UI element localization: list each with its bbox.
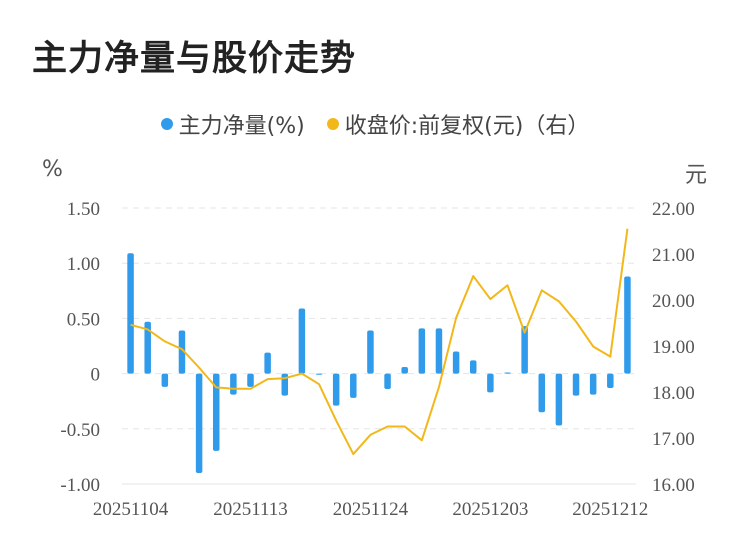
net-volume-bar: [607, 373, 614, 388]
y-right-tick-label: 17.00: [652, 429, 695, 450]
y-left-tick-label: 1.00: [67, 254, 100, 275]
bars-layer: [127, 253, 631, 473]
net-volume-bar: [521, 326, 528, 374]
net-volume-bar: [350, 373, 357, 398]
y-right-tick-label: 16.00: [652, 475, 695, 496]
legend-item-net-volume[interactable]: 主力净量(%): [160, 108, 305, 140]
y-right-tick-label: 22.00: [652, 199, 695, 220]
net-volume-bar: [435, 328, 443, 374]
legend-label-net-volume: 主力净量(%): [178, 114, 305, 139]
chart-legend: 主力净量(%) 收盘价:前复权(元)（右）: [0, 108, 750, 140]
legend-dot-line-icon: [326, 118, 339, 130]
net-volume-bar: [624, 276, 631, 374]
net-volume-bar: [469, 360, 477, 374]
x-tick-label: 20251124: [333, 499, 409, 520]
close-price-line: [130, 228, 629, 456]
x-tick-label: 20251113: [213, 499, 288, 520]
net-volume-bar: [555, 373, 563, 426]
net-volume-bar: [401, 366, 408, 374]
x-tick-label: 20251203: [452, 499, 528, 520]
right-axis-unit: 元: [685, 163, 708, 188]
net-volume-bar: [161, 373, 169, 387]
y-right-tick-label: 21.00: [652, 245, 695, 266]
net-volume-bar: [367, 330, 374, 374]
y-right-tick-label: 20.00: [652, 291, 695, 312]
net-volume-bar: [178, 330, 186, 374]
net-volume-bar: [247, 373, 254, 387]
net-volume-bar: [589, 373, 597, 395]
net-volume-bar: [384, 373, 391, 390]
y-left-tick-label: 0.50: [67, 309, 100, 330]
net-volume-bar: [315, 373, 323, 375]
net-volume-bar: [212, 373, 220, 451]
net-volume-bar: [298, 308, 306, 374]
net-volume-bar: [504, 372, 511, 374]
net-volume-bar: [230, 373, 237, 395]
net-volume-bar: [127, 253, 134, 374]
y-left-tick-label: -0.50: [60, 420, 100, 441]
y-left-tick-label: -1.00: [60, 475, 100, 496]
y-right-tick-label: 18.00: [652, 383, 695, 404]
grid-layer: [122, 207, 636, 485]
y-left-tick-label: 1.50: [67, 199, 100, 220]
y-right-tick-label: 19.00: [652, 337, 695, 358]
net-volume-bar: [572, 373, 580, 396]
net-volume-bar: [264, 352, 271, 374]
y-left-tick-label: 0: [91, 365, 101, 386]
axis-layer: 1.50 1.00 0.50 0 -0.50 -1.00 22.00 21.00 20.00 19…: [60, 199, 694, 520]
net-volume-bar: [538, 373, 546, 413]
net-volume-bar: [487, 373, 494, 393]
x-tick-label: 20251104: [93, 499, 169, 520]
net-volume-bar: [144, 321, 151, 374]
legend-label-close-price: 收盘价:前复权(元)（右）: [344, 114, 590, 139]
page-title: 主力净量与股价走势: [32, 39, 357, 79]
left-axis-unit: %: [42, 157, 63, 182]
line-layer: [130, 228, 629, 456]
net-volume-bar: [332, 373, 340, 406]
legend-dot-bar-icon: [160, 118, 173, 130]
legend-item-close-price[interactable]: 收盘价:前复权(元)（右）: [326, 108, 590, 140]
net-volume-bar: [418, 328, 426, 374]
x-tick-label: 20251212: [572, 499, 648, 520]
net-volume-bar: [195, 373, 203, 473]
net-volume-bar: [452, 351, 460, 374]
